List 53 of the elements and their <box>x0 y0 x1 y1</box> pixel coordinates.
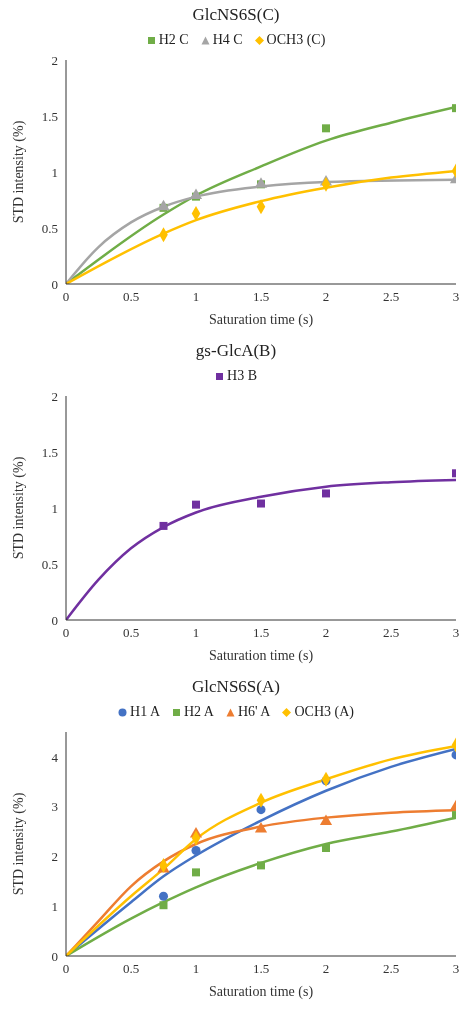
x-tick-label: 1 <box>192 961 200 977</box>
chart-title: GlcNS6S(C) <box>191 4 281 26</box>
legend-label: H1 A <box>129 704 160 720</box>
x-tick-label: 0.5 <box>122 289 140 305</box>
x-axis-title: Saturation time (s) <box>208 984 314 1000</box>
chart-title: gs-GlcA(B) <box>194 340 278 362</box>
x-tick-label: 0.5 <box>122 625 140 641</box>
x-tick-label: 2 <box>322 289 330 305</box>
legend-label: H3 B <box>226 368 257 384</box>
legend-label: OCH3 (C) <box>265 32 326 48</box>
y-tick-label: 0.5 <box>41 556 58 572</box>
x-tick-label: 2 <box>322 625 330 641</box>
y-tick-label: 0.5 <box>41 220 58 236</box>
legend-label: H2 A <box>183 704 214 720</box>
x-tick-label: 2 <box>322 961 330 977</box>
y-tick-label: 0 <box>51 612 58 628</box>
legend-label: OCH3 (A) <box>293 704 354 720</box>
x-tick-label: 3 <box>452 625 460 641</box>
x-tick-label: 1.5 <box>252 289 270 305</box>
chart-title: GlcNS6S(A) <box>191 676 281 698</box>
x-tick-label: 2.5 <box>382 289 400 305</box>
y-tick-label: 3 <box>51 799 58 815</box>
y-axis-title: STD intensity (%) <box>10 792 27 896</box>
legend-label: H6' A <box>236 704 271 720</box>
x-axis-title: Saturation time (s) <box>208 648 314 664</box>
y-tick-label: 1 <box>51 898 58 914</box>
y-tick-label: 2 <box>51 52 58 68</box>
x-tick-label: 3 <box>452 961 460 977</box>
x-tick-label: 2.5 <box>382 961 400 977</box>
x-tick-label: 3 <box>452 289 460 305</box>
legend-label: H4 C <box>211 32 243 48</box>
y-tick-label: 1 <box>51 500 58 516</box>
x-tick-label: 0.5 <box>122 961 140 977</box>
y-axis-title: STD intensity (%) <box>10 456 27 560</box>
y-tick-label: 2 <box>51 849 58 865</box>
y-tick-label: 1.5 <box>41 444 58 460</box>
x-tick-label: 1.5 <box>252 961 270 977</box>
y-tick-label: 0 <box>51 276 58 292</box>
y-tick-label: 4 <box>51 749 59 765</box>
y-tick-label: 1 <box>51 164 58 180</box>
x-tick-label: 0 <box>62 961 70 977</box>
x-axis-title: Saturation time (s) <box>208 312 314 328</box>
y-tick-label: 2 <box>51 388 58 404</box>
x-tick-label: 1.5 <box>252 625 270 641</box>
x-tick-label: 1 <box>192 289 200 305</box>
x-tick-label: 0 <box>62 625 70 641</box>
legend-label: H2 C <box>157 32 189 48</box>
x-tick-label: 1 <box>192 625 200 641</box>
y-tick-label: 0 <box>51 948 58 964</box>
y-tick-label: 1.5 <box>41 108 58 124</box>
x-tick-label: 0 <box>62 289 70 305</box>
x-tick-label: 2.5 <box>382 625 400 641</box>
y-axis-title: STD intensity (%) <box>10 120 27 224</box>
